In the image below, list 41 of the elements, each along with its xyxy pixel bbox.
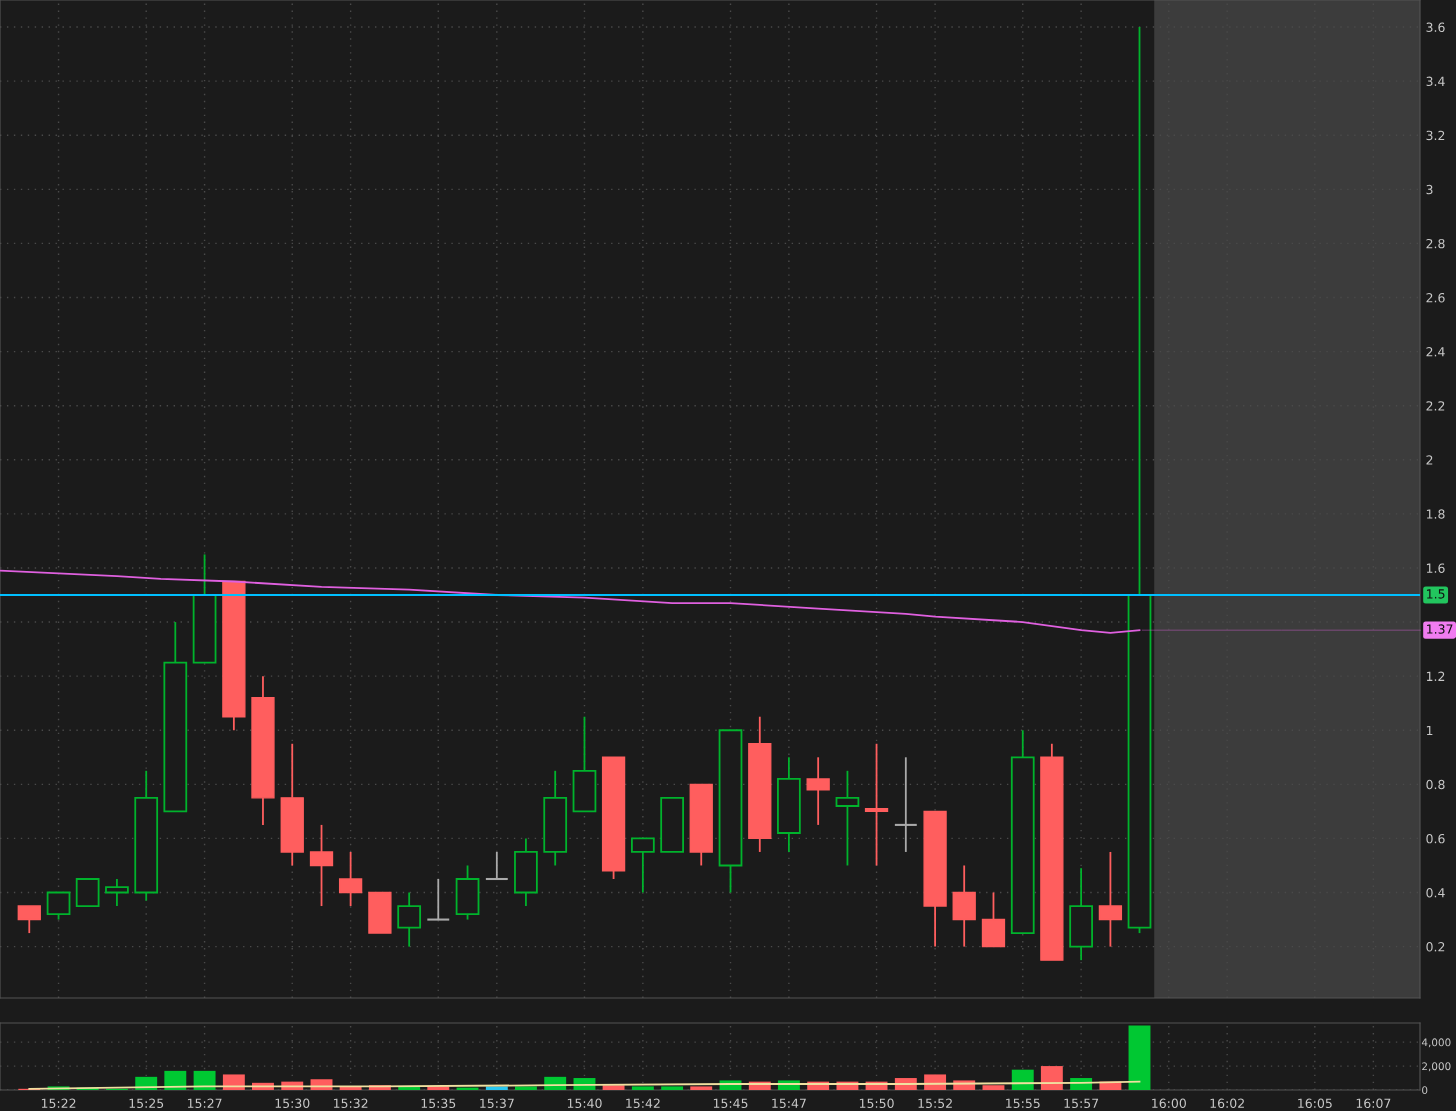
x-tick-label: 15:40	[567, 1098, 602, 1109]
y-tick-label: 1	[1426, 725, 1433, 735]
y-tick-label: 4,000	[1421, 1038, 1451, 1048]
y-tick-label: 0.6	[1426, 833, 1445, 844]
x-tick-label: 15:57	[1064, 1098, 1099, 1109]
y-tick-label: 3.6	[1426, 22, 1445, 32]
y-tick-label: 0.2	[1426, 942, 1445, 952]
ref-line-label: 1.5	[1427, 589, 1445, 599]
y-tick-label: 3	[1426, 184, 1433, 195]
x-tick-label: 15:55	[1006, 1098, 1040, 1109]
x-tick-label: 15:32	[333, 1098, 368, 1109]
y-tick-label: 2.6	[1426, 292, 1445, 303]
y-tick-label: 2.2	[1426, 401, 1445, 411]
x-tick-label: 15:47	[772, 1098, 806, 1109]
y-tick-label: 0	[1422, 1086, 1428, 1095]
x-tick-label: 16:07	[1356, 1098, 1391, 1109]
y-tick-label: 1.2	[1426, 671, 1445, 681]
y-tick-label: 0.8	[1426, 779, 1445, 790]
x-tick-label: 16:00	[1152, 1098, 1186, 1109]
y-tick-label: 1.6	[1426, 563, 1445, 573]
x-tick-label: 15:30	[275, 1098, 310, 1109]
y-tick-label: 3.2	[1426, 130, 1445, 141]
x-tick-label: 15:45	[713, 1098, 748, 1109]
y-tick-label: 2	[1426, 455, 1433, 465]
annotation: 1.37	[1427, 624, 1453, 634]
x-tick-label: 15:25	[129, 1098, 164, 1109]
x-tick-label: 15:35	[421, 1098, 456, 1109]
x-tick-label: 15:50	[859, 1098, 894, 1109]
y-tick-label: 0.4	[1426, 887, 1445, 898]
y-tick-label: 3.4	[1426, 76, 1445, 87]
y-tick-label: 2.8	[1426, 238, 1445, 249]
x-tick-label: 15:37	[480, 1098, 514, 1109]
x-tick-label: 16:02	[1210, 1098, 1244, 1109]
y-tick-label: 1.8	[1426, 509, 1445, 519]
y-tick-label: 2.4	[1426, 347, 1445, 357]
x-tick-label: 15:52	[918, 1098, 952, 1109]
y-tick-label: 2,000	[1422, 1062, 1451, 1072]
x-tick-label: 15:22	[41, 1098, 76, 1109]
x-tick-label: 15:42	[626, 1098, 660, 1109]
x-tick-label: 15:27	[187, 1098, 222, 1109]
x-tick-label: 16:05	[1298, 1098, 1332, 1109]
